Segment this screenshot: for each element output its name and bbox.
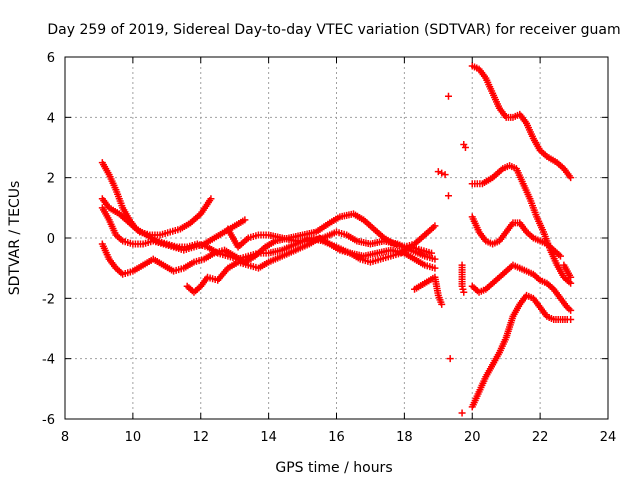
data-point xyxy=(444,192,452,200)
data-point xyxy=(567,273,575,281)
y-tick-label: -6 xyxy=(42,413,55,428)
data-point xyxy=(567,174,575,182)
x-tick-label: 12 xyxy=(192,430,209,445)
series-track-h xyxy=(434,168,449,179)
y-tick-label: -2 xyxy=(42,292,55,307)
x-tick-label: 18 xyxy=(396,430,413,445)
data-point xyxy=(458,409,466,417)
series-track-a xyxy=(98,159,439,272)
series-track-k xyxy=(468,162,575,287)
series-track-b xyxy=(98,195,215,239)
data-point xyxy=(444,92,452,100)
data-point xyxy=(434,168,442,176)
series-track-g xyxy=(411,273,446,308)
data-point xyxy=(567,279,575,287)
data-point xyxy=(567,315,575,323)
series-track-o xyxy=(560,261,575,281)
series-track-i xyxy=(444,92,469,417)
x-tick-label: 8 xyxy=(61,430,69,445)
y-tick-label: 2 xyxy=(47,172,55,187)
series-track-j xyxy=(468,62,575,182)
y-tick-label: 6 xyxy=(47,51,55,66)
data-point xyxy=(428,249,436,257)
y-axis-label: SDTVAR / TECUs xyxy=(7,181,23,296)
series-track-l xyxy=(468,213,564,260)
data-point xyxy=(241,216,249,224)
x-tick-label: 20 xyxy=(464,430,481,445)
x-tick-label: 24 xyxy=(600,430,617,445)
series-track-f xyxy=(224,225,439,263)
data-point xyxy=(438,169,446,177)
data-points xyxy=(98,62,575,417)
data-point xyxy=(431,222,439,230)
data-point xyxy=(461,144,469,151)
series-track-n xyxy=(468,291,575,411)
data-point xyxy=(431,255,439,263)
series-track-m xyxy=(468,261,575,314)
x-axis-label: GPS time / hours xyxy=(275,460,392,476)
data-point xyxy=(460,288,468,296)
data-point xyxy=(207,195,215,203)
chart-title: Day 259 of 2019, Sidereal Day-to-day VTE… xyxy=(47,22,620,38)
data-point xyxy=(441,171,449,179)
y-tick-label: 0 xyxy=(47,232,55,247)
data-point xyxy=(438,300,446,308)
y-tick-label: 4 xyxy=(47,111,55,126)
series-track-c xyxy=(98,204,249,254)
x-tick-label: 22 xyxy=(532,430,549,445)
data-point xyxy=(431,264,439,272)
data-point xyxy=(556,252,564,260)
data-point xyxy=(446,355,454,363)
x-tick-label: 10 xyxy=(125,430,142,445)
y-tick-label: -4 xyxy=(42,353,55,368)
x-tick-label: 14 xyxy=(260,430,277,445)
x-tick-label: 16 xyxy=(328,430,345,445)
data-point xyxy=(567,306,575,314)
